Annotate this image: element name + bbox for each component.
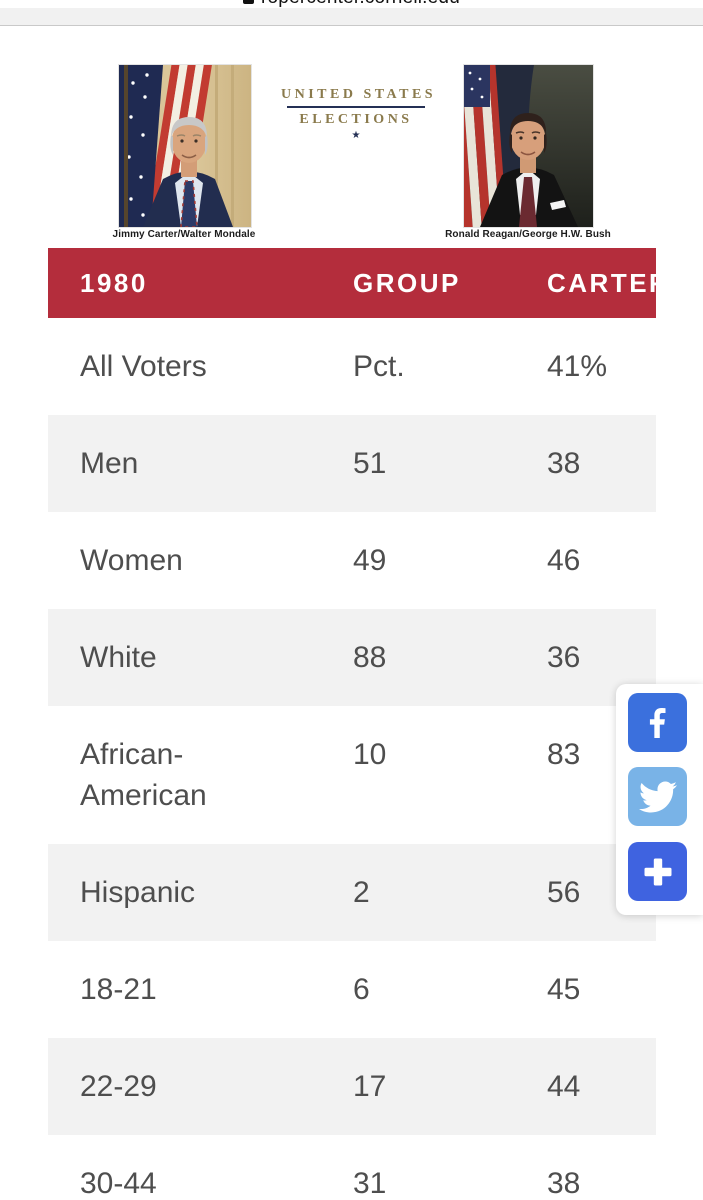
star-icon: ★ bbox=[351, 130, 361, 141]
header-group: GROUP bbox=[353, 267, 461, 298]
row-group-value: 10 bbox=[353, 738, 387, 771]
row-carter-value: 38 bbox=[547, 1167, 581, 1200]
row-carter-value: 41% bbox=[547, 350, 608, 383]
carter-portrait bbox=[118, 64, 252, 228]
table-body: All Voters Pct. 41% Men 51 38 Women 49 4… bbox=[48, 318, 656, 1200]
row-label: 30-44 bbox=[80, 1167, 157, 1200]
facebook-icon bbox=[649, 707, 665, 738]
row-carter-value: 56 bbox=[547, 876, 581, 909]
logo-rule bbox=[287, 106, 425, 108]
jimmy-carter-portrait bbox=[118, 64, 252, 228]
row-carter-value: 46 bbox=[547, 544, 581, 577]
table-row: Women 49 46 bbox=[48, 512, 656, 609]
table-row: Men 51 38 bbox=[48, 415, 656, 512]
row-group-value: 17 bbox=[353, 1070, 387, 1103]
twitter-icon bbox=[638, 781, 677, 812]
row-carter-value: 44 bbox=[547, 1070, 581, 1103]
facebook-share-button[interactable] bbox=[628, 693, 687, 752]
reagan-caption: Ronald Reagan/George H.W. Bush bbox=[445, 229, 611, 240]
row-label: 22-29 bbox=[80, 1070, 157, 1103]
urlbar-divider bbox=[0, 8, 703, 25]
row-group-value: 2 bbox=[353, 876, 370, 909]
row-carter-value: 45 bbox=[547, 973, 581, 1006]
logo-line2: ELECTIONS bbox=[299, 112, 413, 127]
table-row: 18-21 6 45 bbox=[48, 941, 656, 1038]
row-group-value: 88 bbox=[353, 641, 387, 674]
row-group-value: Pct. bbox=[353, 350, 405, 383]
twitter-share-button[interactable] bbox=[628, 767, 687, 826]
table-row: 30-44 31 38 bbox=[48, 1135, 656, 1200]
url-text: ropercenter.cornell.edu bbox=[261, 0, 460, 8]
row-label: Hispanic bbox=[80, 876, 196, 909]
plus-icon bbox=[644, 858, 671, 885]
padlock-icon bbox=[243, 0, 255, 4]
header-carter: CARTER bbox=[547, 267, 656, 298]
table-header-row: 1980 GROUP CARTER bbox=[48, 248, 656, 318]
table-row: 22-29 17 44 bbox=[48, 1038, 656, 1135]
results-table: 1980 GROUP CARTER All Voters Pct. 41% Me… bbox=[48, 248, 656, 1200]
header-year: 1980 bbox=[80, 267, 148, 298]
row-label: Men bbox=[80, 447, 139, 480]
row-carter-value: 36 bbox=[547, 641, 581, 674]
carter-caption: Jimmy Carter/Walter Mondale bbox=[112, 229, 256, 240]
share-toolbar bbox=[616, 684, 703, 915]
ronald-reagan-portrait bbox=[463, 64, 594, 228]
table-row: White 88 36 bbox=[48, 609, 656, 706]
row-label: 18-21 bbox=[80, 973, 157, 1006]
row-label: African-American bbox=[80, 738, 207, 812]
row-group-value: 51 bbox=[353, 447, 387, 480]
logo-line1: UNITED STATES bbox=[281, 87, 437, 102]
row-group-value: 49 bbox=[353, 544, 387, 577]
row-carter-value: 83 bbox=[547, 738, 581, 771]
table-row: African-American 10 83 bbox=[48, 706, 656, 844]
row-label: White bbox=[80, 641, 157, 674]
row-carter-value: 38 bbox=[547, 447, 581, 480]
more-share-button[interactable] bbox=[628, 842, 687, 901]
browser-url-bar[interactable]: ropercenter.cornell.edu bbox=[0, 0, 703, 26]
row-group-value: 6 bbox=[353, 973, 370, 1006]
us-elections-logo: UNITED STATES ELECTIONS ★ bbox=[281, 87, 437, 141]
row-group-value: 31 bbox=[353, 1167, 387, 1200]
reagan-portrait bbox=[463, 64, 594, 228]
table-row: Hispanic 2 56 bbox=[48, 844, 656, 941]
row-label: Women bbox=[80, 544, 183, 577]
row-label: All Voters bbox=[80, 350, 207, 383]
table-row: All Voters Pct. 41% bbox=[48, 318, 656, 415]
